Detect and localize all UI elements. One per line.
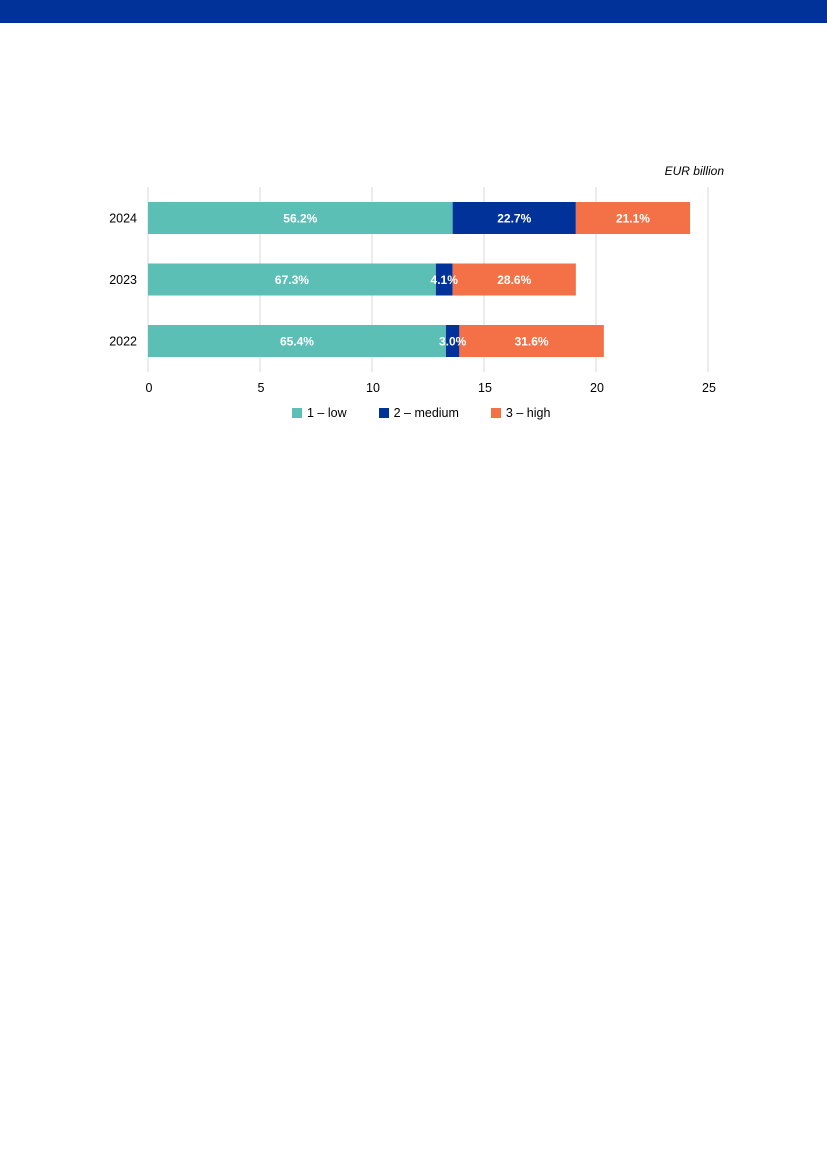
x-tick-label-5: 5 bbox=[258, 381, 265, 395]
bar-label-2024-series-3: 21.1% bbox=[616, 212, 650, 226]
legend-item-high: 3 – high bbox=[490, 406, 551, 420]
bar-2022-series-1 bbox=[148, 325, 446, 357]
x-tick-label-25: 25 bbox=[702, 381, 716, 395]
legend: 1 – low 2 – medium 3 – high bbox=[292, 406, 550, 420]
unit-label: EUR billion bbox=[664, 164, 724, 178]
bar-2024-series-2 bbox=[452, 202, 576, 234]
bar-2024-series-1 bbox=[148, 202, 453, 234]
bar-label-2023-series-1: 67.3% bbox=[275, 273, 309, 287]
bar-label-2022-series-3: 31.6% bbox=[515, 335, 549, 349]
x-tick-label-10: 10 bbox=[366, 381, 380, 395]
y-tick-label-2024: 2024 bbox=[109, 212, 137, 226]
bar-2022-series-2 bbox=[445, 325, 460, 357]
bar-2023-series-3 bbox=[452, 263, 576, 296]
x-tick-label-20: 20 bbox=[590, 381, 604, 395]
y-tick-label-2023: 2023 bbox=[109, 273, 137, 287]
bar-label-2023-series-3: 28.6% bbox=[497, 273, 531, 287]
legend-label-low: 1 – low bbox=[307, 406, 347, 420]
y-tick-label-2022: 2022 bbox=[109, 335, 137, 349]
legend-item-medium: 2 – medium bbox=[378, 406, 459, 420]
bars bbox=[148, 202, 691, 357]
legend-label-medium: 2 – medium bbox=[393, 406, 459, 420]
legend-label-high: 3 – high bbox=[505, 406, 551, 420]
bar-label-2024-series-2: 22.7% bbox=[497, 212, 531, 226]
x-tick-label-15: 15 bbox=[478, 381, 492, 395]
legend-swatch-medium bbox=[378, 408, 389, 418]
bar-2022-series-3 bbox=[459, 325, 604, 357]
bar-2024-series-3 bbox=[575, 202, 691, 234]
x-axis-labels: 0 5 10 15 20 25 bbox=[146, 381, 716, 395]
x-tick-label-0: 0 bbox=[146, 381, 153, 395]
legend-swatch-high bbox=[490, 408, 501, 418]
bar-label-2024-series-1: 56.2% bbox=[283, 212, 317, 226]
y-axis-labels: 2024 2023 2022 bbox=[109, 212, 137, 349]
bar-label-2022-series-2: 3.0% bbox=[439, 335, 467, 349]
bar-2023-series-2 bbox=[435, 263, 453, 296]
bar-label-2022-series-1: 65.4% bbox=[280, 335, 314, 349]
bar-chart: 56.2% 22.7% 21.1% 67.3% 4.1% 28.6% 65.4% 3.0% 31… bbox=[109, 187, 716, 395]
bar-labels: 56.2% 22.7% 21.1% 67.3% 4.1% 28.6% 65.4% 3.0% 31… bbox=[275, 212, 650, 349]
top-band bbox=[0, 0, 827, 23]
bar-2023-series-1 bbox=[148, 263, 436, 296]
legend-swatch-low bbox=[292, 408, 302, 418]
bar-label-2023-series-2: 4.1% bbox=[431, 273, 459, 287]
legend-item-low: 1 – low bbox=[292, 406, 347, 420]
